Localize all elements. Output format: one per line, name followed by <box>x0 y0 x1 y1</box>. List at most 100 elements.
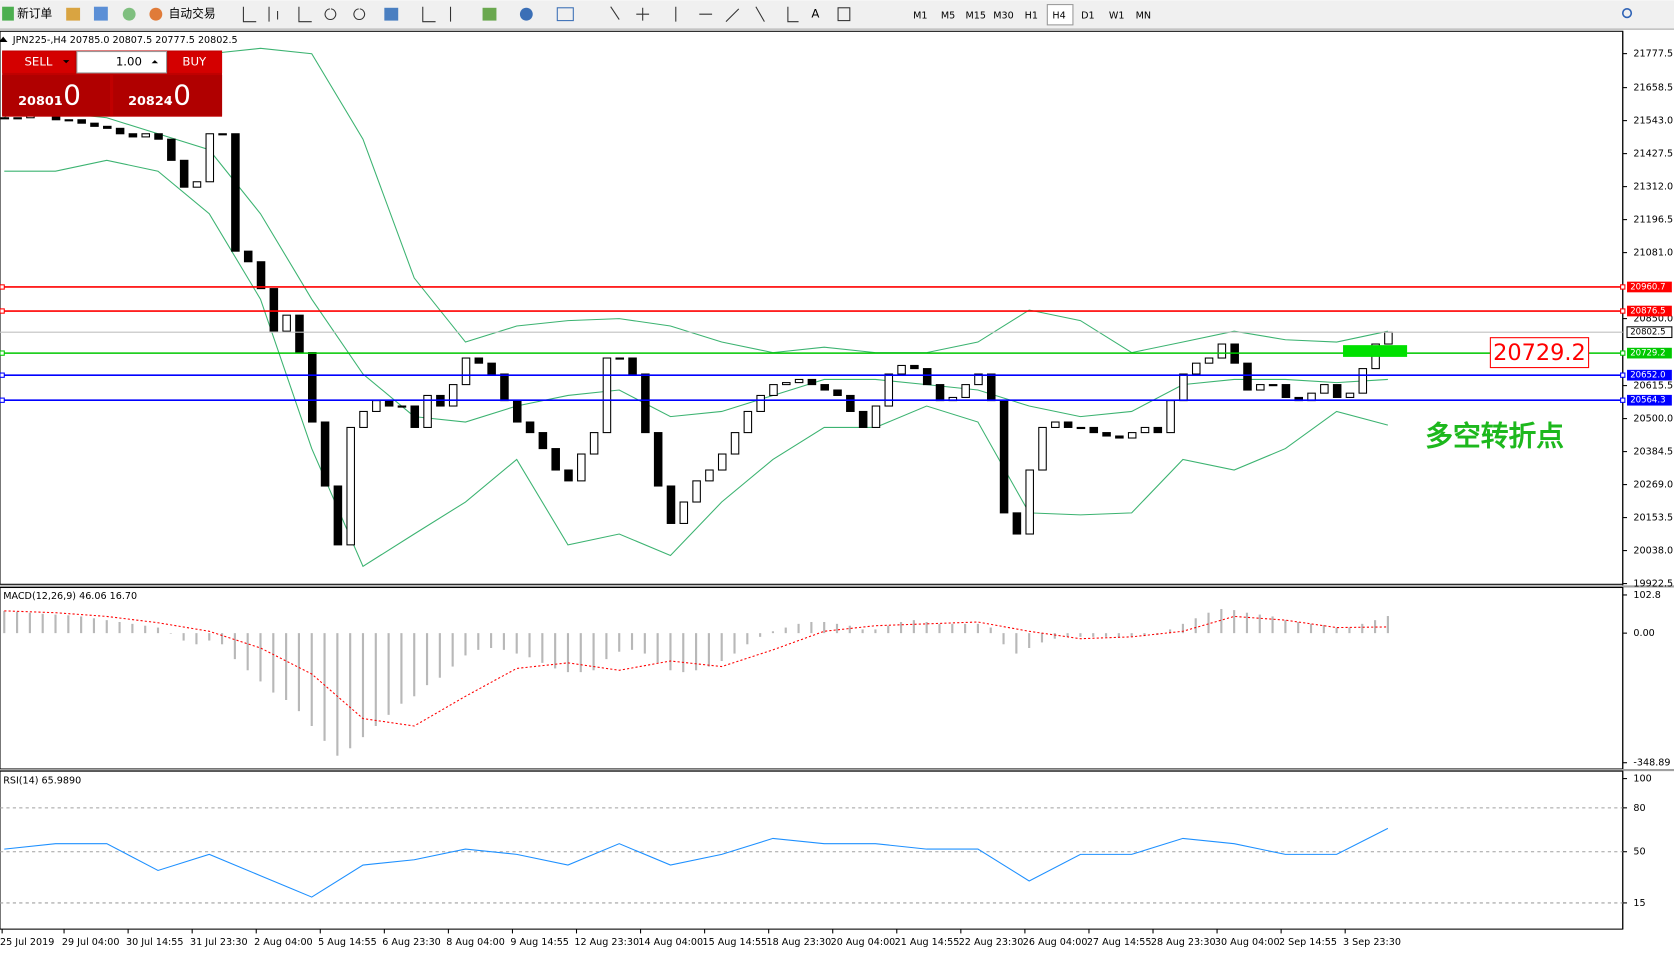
sell-button[interactable] <box>2 51 75 73</box>
level-label: 20960.7 <box>1630 282 1665 292</box>
active-timeframe[interactable] <box>1046 4 1074 26</box>
y-tick-label: 20500.0 <box>1633 414 1673 425</box>
macd-bar <box>28 612 31 634</box>
candle <box>1025 469 1034 535</box>
macd-bar <box>16 611 19 634</box>
new-order-button[interactable]: 新订单 <box>17 7 52 21</box>
timeframes: M1 M5 M15 M30 H1 H4 D1 W1 MN <box>913 4 1151 26</box>
candle <box>1140 426 1150 434</box>
icon[interactable] <box>66 7 81 21</box>
tool-icons[interactable] <box>242 6 799 23</box>
timeframe-button[interactable]: M1 <box>913 10 927 21</box>
candle <box>269 288 279 332</box>
sell-label[interactable]: SELL <box>24 55 52 69</box>
candle <box>1191 362 1201 375</box>
macd-bar <box>618 633 621 652</box>
macd-bar <box>425 633 429 686</box>
macd-bar <box>131 623 134 634</box>
candle <box>935 384 945 402</box>
icon[interactable]: A <box>811 7 819 21</box>
x-tick-label: 6 Aug 23:30 <box>382 937 441 948</box>
bollinger-band <box>4 159 1389 568</box>
macd-bar <box>208 633 211 641</box>
buy-label[interactable]: BUY <box>182 55 207 69</box>
icon[interactable] <box>482 7 497 21</box>
auto-trading-icon[interactable] <box>149 7 163 21</box>
lot-up[interactable] <box>151 60 159 64</box>
level-label-box <box>1627 369 1672 381</box>
x-tick-label: 3 Sep 23:30 <box>1343 937 1401 948</box>
buy-price-box[interactable] <box>113 75 223 116</box>
candle <box>423 394 432 428</box>
candle <box>154 133 163 140</box>
y-tick-label: 21312.0 <box>1633 182 1673 193</box>
candle <box>974 373 983 386</box>
icon[interactable] <box>519 7 533 21</box>
timeframe-button[interactable]: W1 <box>1109 10 1125 21</box>
search-icon[interactable] <box>1621 8 1633 19</box>
new-order-icon[interactable] <box>2 6 14 21</box>
candle <box>1243 362 1252 391</box>
level-handle <box>0 308 5 314</box>
macd-bar <box>861 629 864 634</box>
x-tick-label: 26 Aug 04:00 <box>1023 937 1088 948</box>
buy-price[interactable]: 20824 <box>128 94 173 109</box>
level-label: 20876.5 <box>1630 307 1665 317</box>
timeframe-button[interactable]: H1 <box>1025 10 1038 21</box>
macd-bar <box>964 623 967 634</box>
toolbar <box>0 0 1674 30</box>
candle <box>692 480 701 503</box>
candle <box>115 127 125 135</box>
rsi-chart: 100 80 50 15 <box>0 774 1652 909</box>
timeframe-button[interactable]: M30 <box>993 10 1014 21</box>
sell-fraction[interactable]: .0 <box>54 78 80 111</box>
lot-down[interactable] <box>62 60 70 64</box>
current-price-label: 20802.5 <box>1630 328 1665 338</box>
icon[interactable] <box>384 7 399 21</box>
macd-bar <box>336 633 339 756</box>
timeframe-button[interactable]: D1 <box>1081 10 1094 21</box>
timeframe-button[interactable]: MN <box>1136 10 1151 21</box>
buy-button[interactable] <box>168 51 223 73</box>
candle <box>961 384 970 398</box>
macd-bar <box>746 633 749 645</box>
candle <box>384 400 394 407</box>
macd-bar <box>464 633 467 656</box>
lot-input[interactable] <box>76 51 168 74</box>
icon[interactable] <box>122 7 136 21</box>
sell-price[interactable]: 20801 <box>18 94 63 109</box>
macd-bar <box>1233 610 1236 634</box>
macd-signal <box>4 610 1388 727</box>
candle <box>910 364 919 370</box>
level-label-box <box>1627 347 1672 359</box>
y-tick-label: -348.89 <box>1633 758 1670 769</box>
icon[interactable] <box>556 7 574 22</box>
timeframe-button[interactable]: M15 <box>966 10 987 21</box>
level-label-box <box>1627 305 1672 317</box>
candle <box>679 501 689 524</box>
macd-bar <box>925 621 928 634</box>
level-handle <box>0 284 5 290</box>
macd-bar <box>1297 621 1300 634</box>
candle <box>1179 373 1188 402</box>
timeframe-button[interactable]: M5 <box>941 10 955 21</box>
sell-price-box[interactable] <box>2 75 110 116</box>
rsi-pane <box>0 770 1624 930</box>
icon[interactable] <box>837 7 851 22</box>
macd-bar <box>400 633 403 704</box>
buy-fraction[interactable]: .0 <box>164 78 190 111</box>
candle <box>820 384 829 391</box>
candle <box>999 400 1009 514</box>
candle <box>564 469 573 482</box>
candle <box>1038 426 1047 471</box>
candle <box>730 432 740 455</box>
level-handle <box>1620 372 1626 378</box>
icon[interactable] <box>93 6 108 21</box>
candle <box>1268 384 1278 387</box>
auto-trading-button[interactable]: 自动交易 <box>169 7 216 21</box>
y-tick-label: 100 <box>1633 774 1651 785</box>
lot-value[interactable]: 1.00 <box>116 55 142 69</box>
macd-bar <box>92 618 96 634</box>
timeframe-button[interactable]: H4 <box>1052 10 1065 21</box>
macd-bar <box>1079 633 1082 637</box>
